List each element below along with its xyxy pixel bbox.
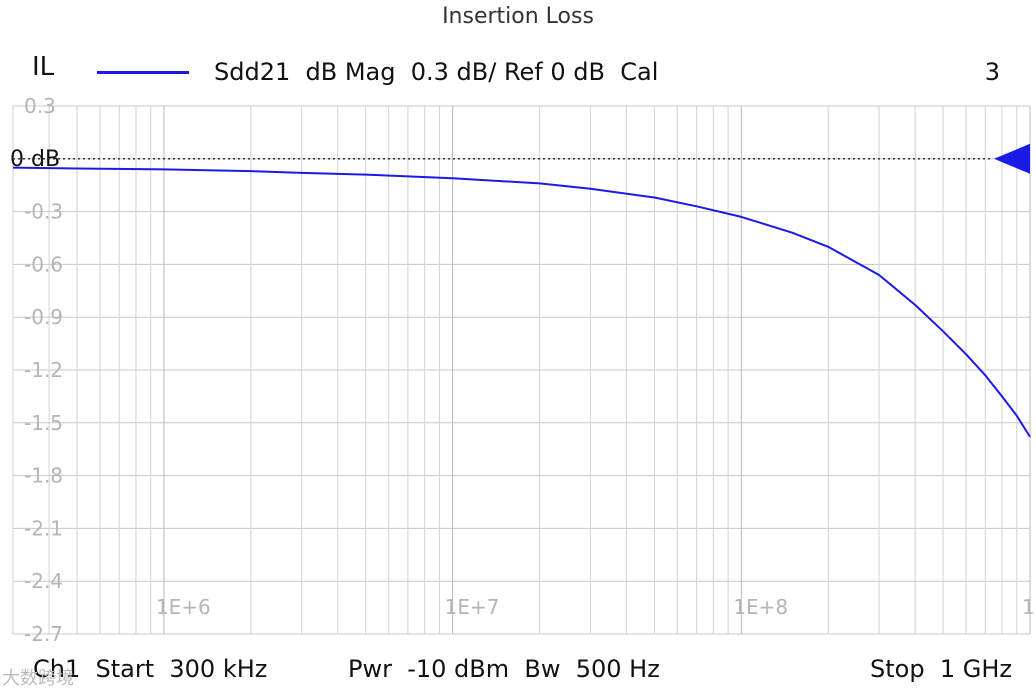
x-tick-label: 1E+8 — [733, 595, 788, 619]
footer-power-bandwidth: Pwr -10 dBm Bw 500 Hz — [348, 655, 660, 683]
reference-marker[interactable] — [994, 143, 1030, 174]
y-tick-label: -2.1 — [24, 516, 63, 540]
footer-start: Ch1 Start 300 kHz — [33, 655, 268, 683]
y-tick-label: -2.4 — [24, 569, 63, 593]
series-line-sdd21 — [12, 166, 1031, 438]
x-axis-ticks: 1E+6 1E+7 1E+8 1E+9 — [156, 595, 1036, 619]
x-tick-label: 1E+7 — [445, 595, 500, 619]
chart-title: Insertion Loss — [442, 4, 594, 29]
y-tick-label: -0.6 — [24, 252, 63, 276]
y-tick-label: -1.2 — [24, 358, 63, 382]
footer-stop: Stop 1 GHz — [870, 655, 1012, 683]
y-tick-label: -0.9 — [24, 305, 63, 329]
y-tick-label: -2.7 — [24, 622, 63, 646]
y-tick-label: 0.3 — [24, 94, 56, 118]
grid — [12, 105, 1031, 635]
y-tick-label: -1.5 — [24, 411, 63, 435]
x-tick-label: 1E+9 — [1022, 595, 1036, 619]
legend-count: 3 — [984, 58, 1000, 86]
legend-swatch — [97, 71, 189, 74]
watermark: 大数跨境 — [2, 668, 74, 689]
legend-text: Sdd21 dB Mag 0.3 dB/ Ref 0 dB Cal — [214, 58, 659, 86]
y-tick-label: -0.3 — [24, 200, 63, 224]
trace-name-label: IL — [32, 52, 55, 82]
x-tick-label: 1E+6 — [156, 595, 211, 619]
y-tick-label: -1.8 — [24, 464, 63, 488]
